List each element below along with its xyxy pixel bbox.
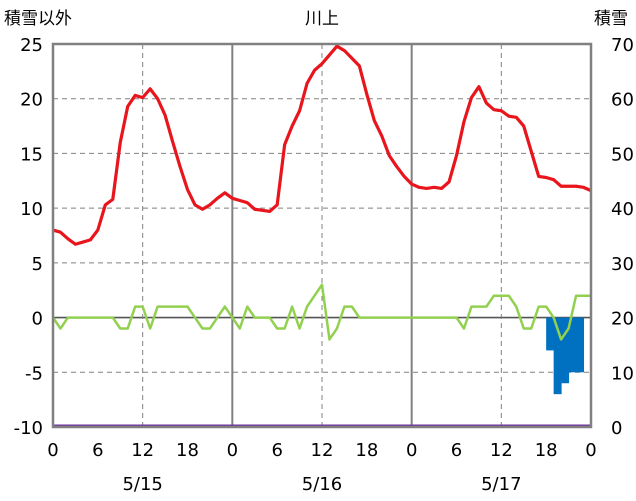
right-tick-label: 20: [611, 309, 634, 330]
x-tick-label: 12: [131, 440, 154, 461]
left-tick-label: 15: [20, 144, 43, 165]
left-tick-label: 10: [20, 199, 43, 220]
series-line-red: [52, 44, 592, 246]
snow-depth-bar: [561, 317, 570, 384]
left-tick-label: -10: [14, 418, 43, 439]
snow-depth-bars: [546, 317, 585, 395]
left-tick-label: 5: [32, 254, 43, 275]
date-label: 5/17: [481, 474, 521, 495]
snow-depth-bar: [576, 317, 585, 373]
x-tick-label: 18: [535, 440, 558, 461]
plot-border: [51, 42, 593, 429]
right-tick-label: 0: [611, 418, 622, 439]
x-tick-label: 0: [47, 440, 58, 461]
right-tick-label: 50: [611, 144, 634, 165]
snow-depth-bar: [553, 317, 562, 395]
x-tick-label: 0: [227, 440, 238, 461]
x-tick-label: 6: [271, 440, 282, 461]
snow-depth-bar: [546, 317, 555, 351]
x-tick-label: 0: [585, 440, 596, 461]
right-tick-label: 10: [611, 363, 634, 384]
snow-depth-bar: [568, 317, 577, 373]
x-tick-label: 12: [490, 440, 513, 461]
right-tick-label: 70: [611, 35, 634, 56]
x-tick-label: 0: [406, 440, 417, 461]
left-tick-label: 0: [32, 309, 43, 330]
plot-frame: [51, 42, 593, 429]
left-tick-label: 20: [20, 90, 43, 111]
series-line-green: [51, 283, 591, 341]
left-tick-label: 25: [20, 35, 43, 56]
x-tick-label: 18: [176, 440, 199, 461]
x-tick-label: 6: [451, 440, 462, 461]
chart-title: 川上: [305, 9, 339, 29]
x-tick-label: 6: [92, 440, 103, 461]
right-axis-title: 積雪: [594, 9, 628, 29]
date-label: 5/15: [122, 474, 162, 495]
x-tick-label: 18: [355, 440, 378, 461]
left-tick-label: -5: [25, 363, 43, 384]
labels: 積雪以外 川上 積雪 2520151050-5-1070605040302010…: [4, 9, 634, 495]
right-tick-label: 60: [611, 90, 634, 111]
gridlines: [53, 44, 591, 427]
right-tick-label: 40: [611, 199, 634, 220]
date-label: 5/16: [302, 474, 342, 495]
x-tick-label: 12: [311, 440, 334, 461]
left-axis-title: 積雪以外: [4, 9, 72, 29]
right-tick-label: 30: [611, 254, 634, 275]
